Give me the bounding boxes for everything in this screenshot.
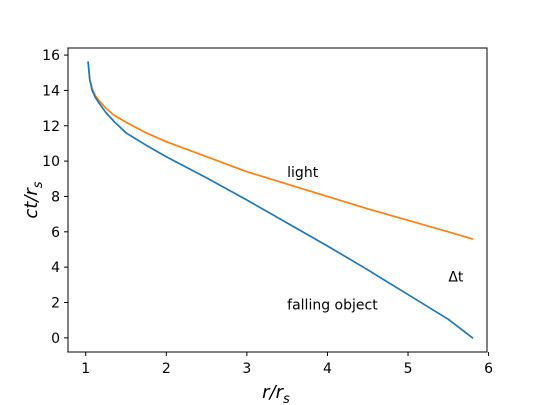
y-axis-ticks: 0 2 4 6 8 10 12 14 16 [42,48,68,347]
series-lines [87,61,474,339]
y-tick-label: 12 [42,119,60,135]
x-axis-ticks: 1 2 3 4 5 6 [81,352,493,377]
y-tick-label: 0 [51,331,60,347]
x-axis-label: r/rs [262,382,290,405]
plot-frame [67,47,488,353]
x-tick-label: 2 [162,361,171,377]
annotation-label: Δt [448,269,464,285]
y-tick-label: 2 [51,296,60,312]
annotation-label: light [287,165,319,181]
x-tick-label: 1 [81,361,90,377]
y-tick-label: 14 [42,83,60,99]
annotation-label: falling object [287,298,378,314]
y-tick-label: 6 [51,225,60,241]
y-axis-label: ct/rs [21,181,46,218]
y-tick-label: 10 [42,154,60,170]
x-tick-label: 6 [484,361,493,377]
x-tick-label: 3 [242,361,251,377]
y-tick-label: 4 [51,260,60,276]
x-tick-label: 5 [404,361,413,377]
y-tick-label: 16 [42,48,60,64]
x-tick-label: 4 [323,361,332,377]
annotations: light falling object Δt [287,165,464,314]
y-tick-label: 8 [51,189,60,205]
series-line-falling-object [87,61,474,339]
